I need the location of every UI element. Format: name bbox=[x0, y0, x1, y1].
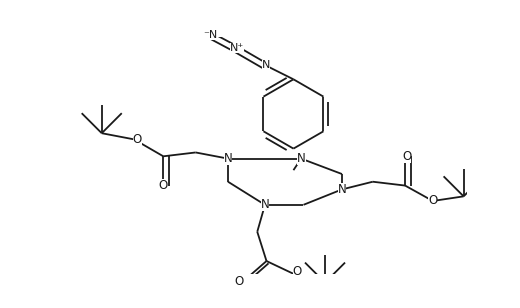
Text: N: N bbox=[224, 152, 232, 165]
Text: ⁻N: ⁻N bbox=[203, 30, 217, 40]
Text: O: O bbox=[234, 274, 243, 288]
Text: N: N bbox=[337, 183, 346, 196]
Text: N: N bbox=[261, 198, 269, 211]
Text: O: O bbox=[402, 150, 411, 163]
Text: O: O bbox=[293, 265, 302, 278]
Text: N: N bbox=[297, 152, 306, 165]
Text: O: O bbox=[428, 194, 437, 208]
Text: O: O bbox=[158, 179, 167, 192]
Text: N⁺: N⁺ bbox=[230, 43, 244, 53]
Text: O: O bbox=[133, 133, 142, 146]
Text: N: N bbox=[262, 60, 270, 71]
